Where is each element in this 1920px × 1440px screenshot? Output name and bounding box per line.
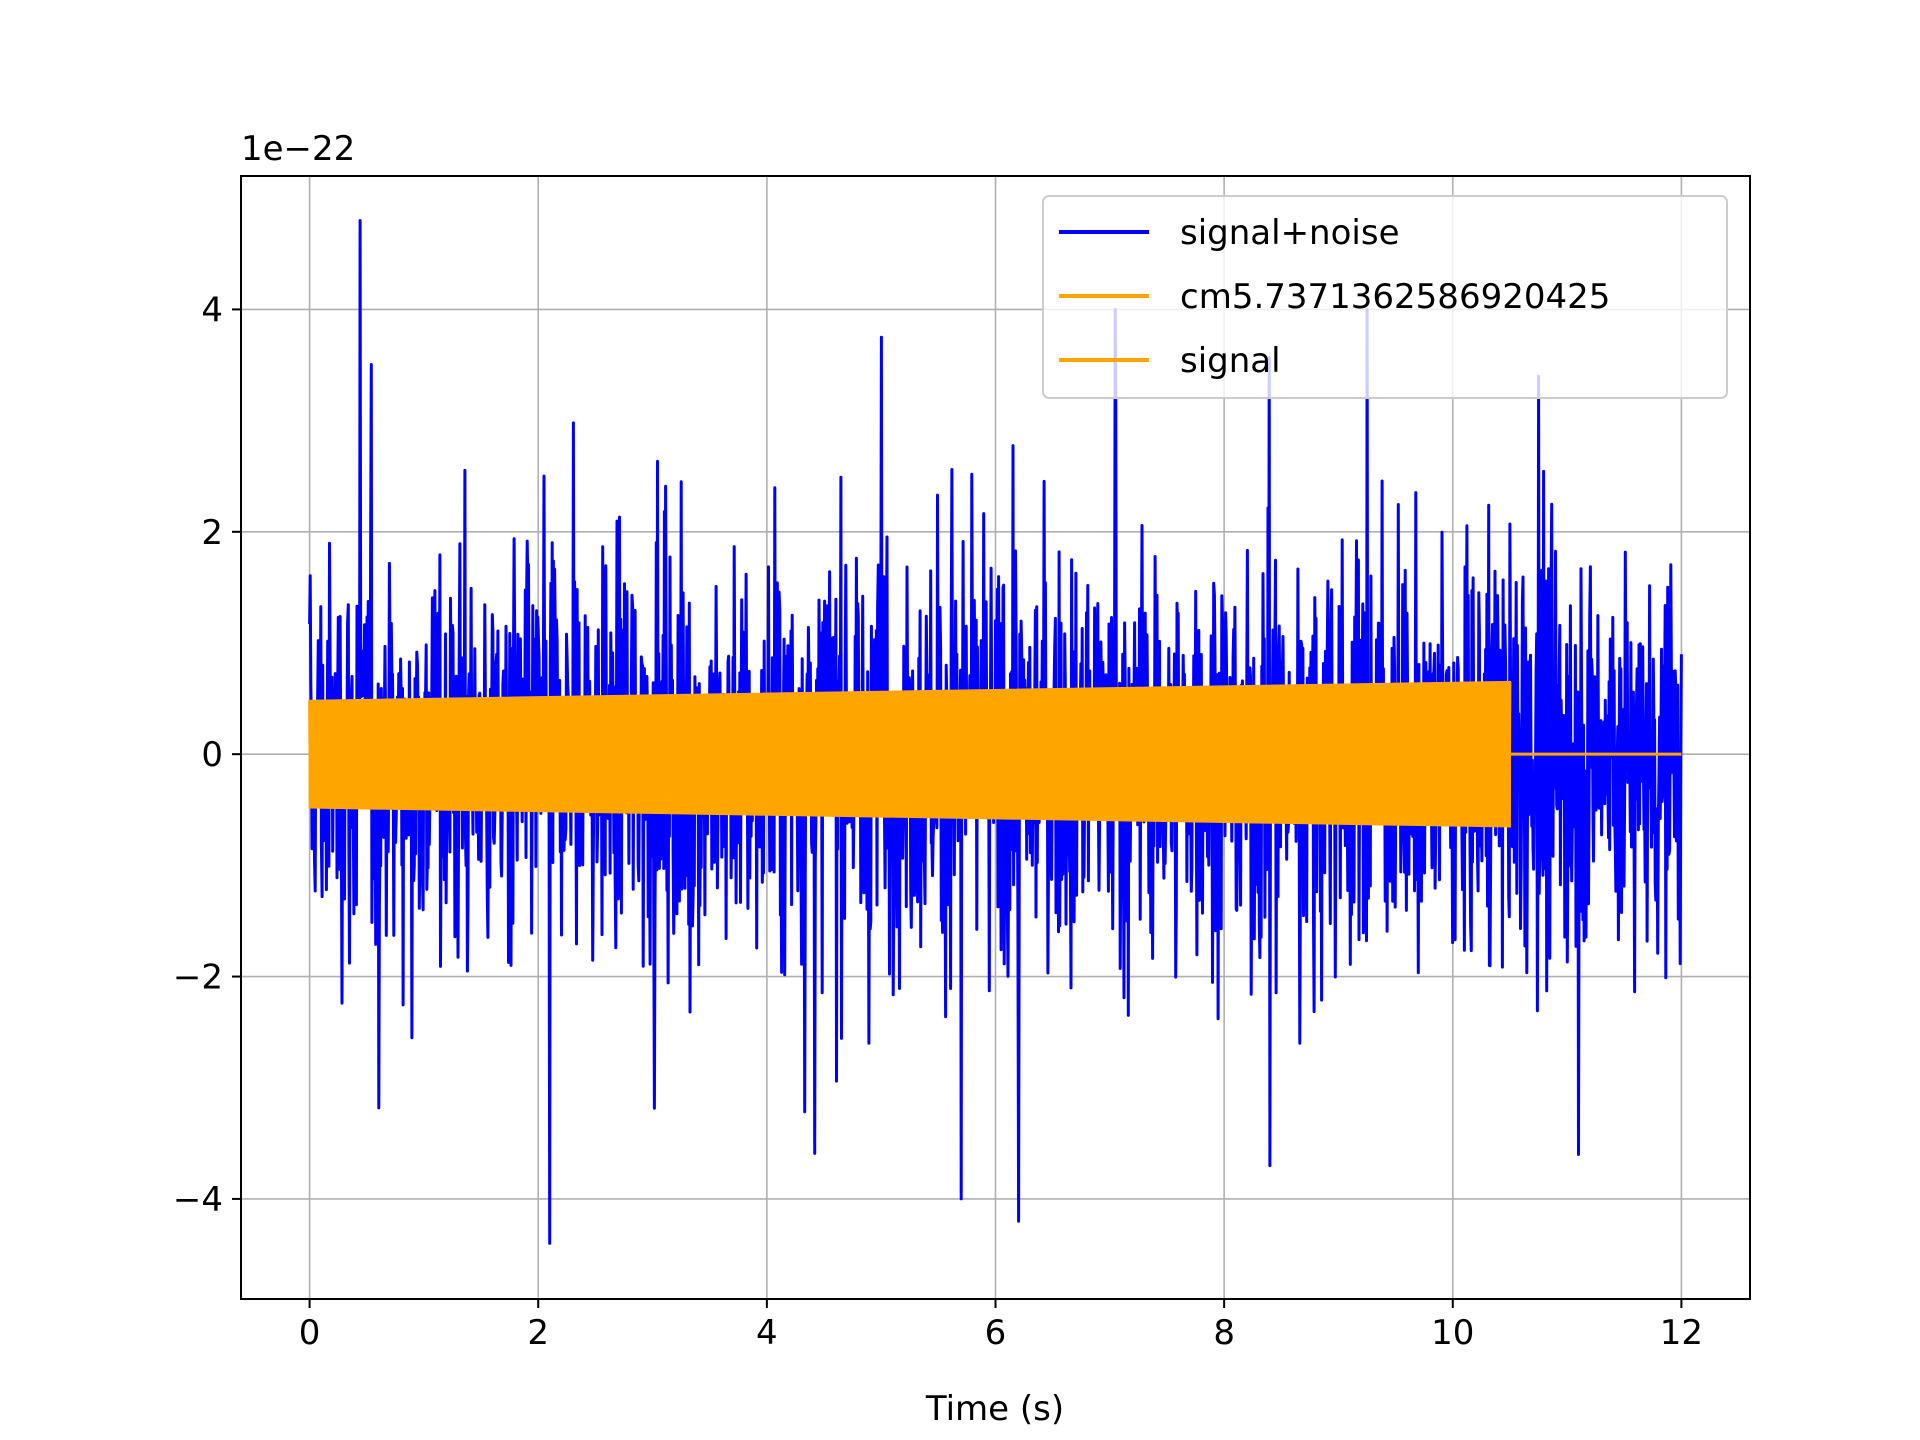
x-tick-label: 0 — [299, 1313, 321, 1353]
legend-label: signal — [1180, 341, 1281, 381]
x-tick-label: 6 — [985, 1313, 1007, 1353]
y-tick-label: 4 — [201, 290, 223, 330]
legend-label: signal+noise — [1180, 213, 1400, 253]
x-tick-label: 8 — [1213, 1313, 1235, 1353]
y-tick-label: −2 — [173, 958, 223, 998]
legend: signal+noise cm5.7371362586920425 signal — [1042, 195, 1728, 399]
offset-text: 1e−22 — [241, 129, 355, 169]
x-axis-label: Time (s) — [925, 1389, 1064, 1429]
y-axis: −4 −2 0 2 4 — [173, 290, 241, 1220]
x-tick-label: 2 — [527, 1313, 549, 1353]
legend-label: cm5.7371362586920425 — [1180, 277, 1610, 317]
x-tick-label: 10 — [1431, 1313, 1474, 1353]
y-tick-label: −4 — [173, 1180, 223, 1220]
y-tick-label: 0 — [201, 735, 223, 775]
series-signal-noise-line — [308, 219, 1683, 1245]
x-axis: 0 2 4 6 8 10 12 — [299, 1299, 1703, 1353]
series-chirp-envelope — [308, 680, 1511, 828]
y-tick-label: 2 — [201, 513, 223, 553]
x-tick-label: 4 — [756, 1313, 778, 1353]
plot-series — [308, 219, 1683, 1245]
legend-box — [1042, 195, 1728, 399]
x-tick-label: 12 — [1660, 1313, 1703, 1353]
